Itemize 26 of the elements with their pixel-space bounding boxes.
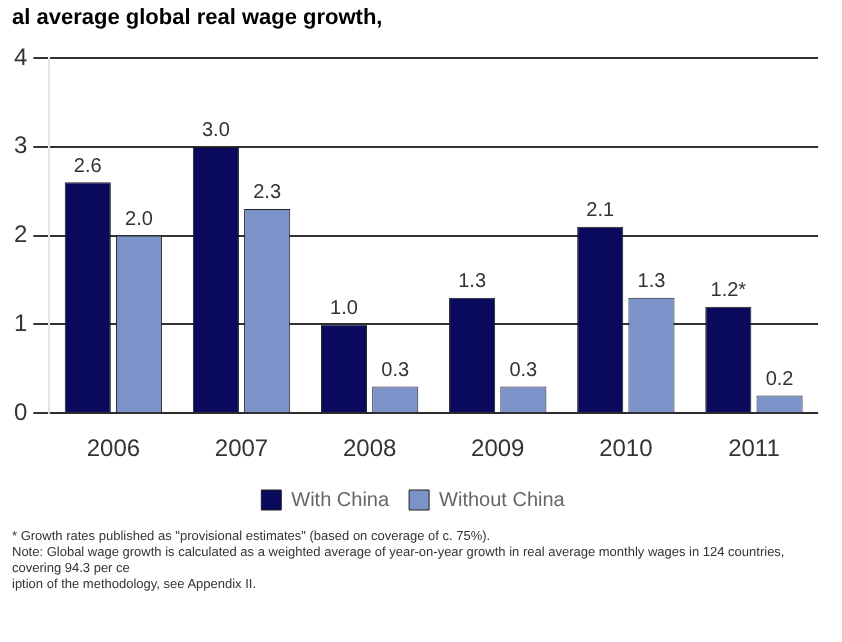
data-label: 1.0: [330, 297, 359, 320]
y-tick-label: 3: [13, 131, 28, 160]
x-tick-label: 2007: [214, 434, 269, 463]
data-label: 0.3: [509, 360, 539, 383]
data-label: 0.2: [765, 368, 795, 391]
chart-title: al average global real wage growth,: [10, 4, 385, 30]
legend-label: Without China: [439, 489, 566, 512]
data-label: 2.6: [73, 155, 103, 178]
x-tick-label: 2009: [471, 434, 526, 463]
data-label: 2.3: [253, 182, 282, 205]
data-label: 2.1: [586, 200, 615, 223]
x-tick-label: 2006: [86, 434, 141, 463]
data-label: 3.0: [201, 120, 231, 143]
y-tick-label: 2: [13, 220, 28, 249]
x-tick-label: 2010: [599, 434, 654, 463]
x-tick-label: 2008: [342, 434, 397, 463]
y-tick-label: 4: [13, 42, 28, 71]
y-tick-label: 0: [13, 397, 28, 426]
data-label: 0.3: [381, 360, 411, 383]
data-label: 2.0: [125, 209, 154, 232]
x-tick-label: 2011: [728, 434, 781, 463]
data-label: 1.3: [637, 271, 667, 294]
y-tick-label: 1: [13, 309, 28, 338]
data-label: 1.3: [458, 271, 487, 294]
legend-label: With China: [291, 489, 390, 512]
data-label: 1.2*: [710, 280, 747, 303]
